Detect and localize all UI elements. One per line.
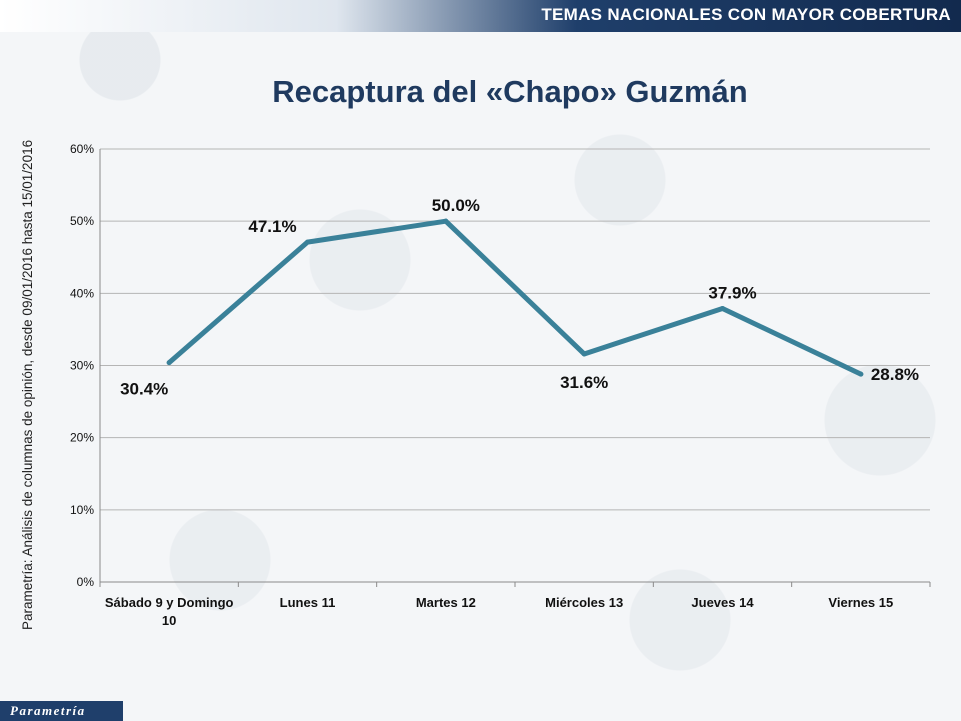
data-point: [581, 351, 587, 357]
data-label: 37.9%: [708, 283, 756, 302]
data-label: 50.0%: [432, 196, 480, 215]
logo-text: Parametría: [10, 703, 86, 718]
y-tick-label: 0%: [77, 575, 95, 589]
top-banner: TEMAS NACIONALES CON MAYOR COBERTURA: [0, 0, 961, 32]
data-point: [305, 239, 310, 245]
y-tick-label: 60%: [70, 142, 94, 156]
data-point: [720, 305, 725, 311]
banner-title: TEMAS NACIONALES CON MAYOR COBERTURA: [541, 5, 951, 24]
parametria-logo: Parametría: [0, 701, 123, 721]
x-tick-label: Sábado 9 y Domingo: [105, 595, 234, 610]
y-tick-label: 10%: [70, 503, 94, 517]
x-tick-label: Lunes 11: [280, 595, 336, 610]
x-tick-label: Viernes 15: [828, 595, 893, 610]
series-line: [166, 218, 864, 377]
y-tick-label: 50%: [70, 214, 94, 228]
data-label: 28.8%: [871, 365, 919, 384]
x-tick-label: Miércoles 13: [545, 595, 623, 610]
y-tick-label: 20%: [70, 431, 94, 445]
data-label: 31.6%: [560, 373, 608, 392]
x-tick-label: 10: [162, 613, 176, 628]
y-tick-label: 40%: [70, 286, 94, 300]
data-point: [858, 371, 864, 377]
x-tick-label: Martes 12: [416, 595, 476, 610]
chart-title: Recaptura del «Chapo» Guzmán: [272, 74, 748, 109]
data-label: 30.4%: [120, 380, 168, 399]
data-point: [443, 218, 449, 224]
x-tick-label: Jueves 14: [691, 595, 754, 610]
data-label: 47.1%: [248, 217, 296, 236]
y-tick-label: 30%: [70, 359, 94, 373]
data-point: [166, 360, 172, 366]
